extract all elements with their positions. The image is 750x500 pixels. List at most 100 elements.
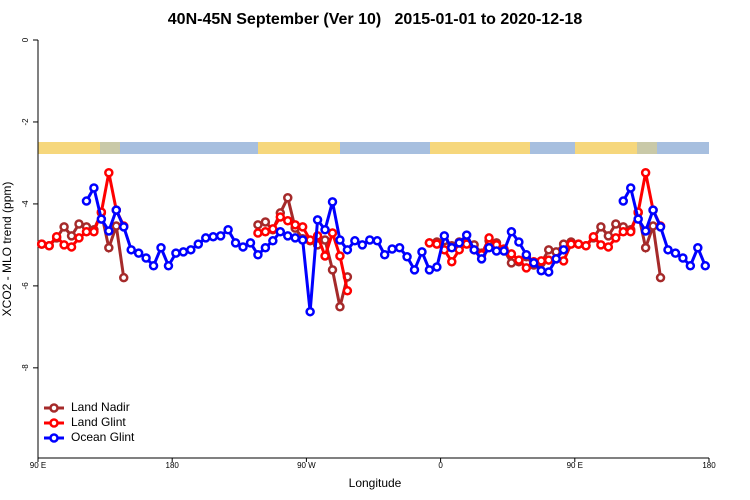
data-point (96, 214, 107, 224)
data-point (655, 272, 666, 283)
data-point (260, 227, 271, 237)
data-point (253, 249, 263, 260)
data-point (283, 215, 293, 226)
data-point (163, 261, 174, 271)
data-point (260, 217, 271, 227)
data-point (611, 233, 621, 243)
data-point (193, 239, 204, 249)
data-point (290, 220, 300, 230)
data-point (74, 233, 84, 243)
legend-label: Land Nadir (71, 400, 130, 414)
data-point (685, 261, 696, 271)
data-point (484, 243, 494, 253)
data-point (640, 243, 651, 253)
data-point (603, 242, 614, 252)
data-point (245, 238, 256, 248)
data-point (126, 245, 136, 255)
y-tick-label: -2 (21, 118, 30, 126)
data-point (186, 245, 196, 255)
data-point (320, 224, 330, 235)
x-tick-label: 90 E (30, 461, 46, 470)
data-point (89, 183, 99, 193)
data-point (238, 242, 248, 252)
data-point (81, 196, 92, 206)
data-point (268, 224, 278, 234)
legend-marker (49, 403, 59, 413)
data-point (543, 245, 554, 255)
data-point (506, 227, 517, 237)
data-point (432, 239, 442, 249)
data-point (327, 228, 338, 238)
data-point (409, 265, 420, 275)
data-point (700, 261, 711, 271)
data-point (611, 219, 621, 229)
data-point (74, 219, 84, 229)
data-point (461, 230, 472, 240)
legend-label: Land Glint (71, 415, 126, 429)
data-point (104, 243, 114, 253)
data-point (305, 235, 315, 245)
y-tick-label: -8 (21, 364, 30, 372)
data-point (118, 272, 129, 283)
data-point (320, 251, 330, 261)
data-point (201, 233, 211, 243)
data-point (663, 245, 673, 255)
data-point (536, 265, 546, 276)
data-point (394, 243, 405, 253)
data-point (320, 235, 330, 245)
data-point (141, 253, 151, 263)
chart-title: 40N-45N September (Ver 10) 2015-01-01 to… (168, 11, 583, 28)
data-point (476, 254, 487, 264)
data-point (387, 244, 397, 254)
legend-label: Ocean Glint (71, 430, 135, 444)
data-point (118, 222, 129, 232)
data-point (111, 221, 122, 231)
data-point (342, 286, 353, 296)
data-point (327, 265, 338, 275)
data-point (335, 251, 345, 261)
data-point (335, 302, 345, 312)
data-point (506, 258, 517, 268)
data-point (148, 261, 159, 271)
y-axis-title: XCO2 - MLO trend (ppm) (0, 182, 14, 317)
data-point (625, 183, 636, 193)
data-point (655, 222, 666, 232)
data-point (133, 248, 144, 258)
data-point (625, 227, 636, 237)
data-point (447, 256, 457, 267)
data-point (111, 205, 122, 215)
data-point (506, 249, 517, 259)
data-point (230, 238, 241, 248)
data-point (275, 227, 286, 237)
data-point (566, 239, 576, 249)
data-point (312, 215, 323, 225)
data-point (558, 245, 569, 255)
x-axis-title: Longitude (349, 476, 402, 490)
data-point (305, 306, 315, 317)
data-point (275, 212, 286, 222)
data-point (670, 248, 681, 258)
legend-marker (49, 433, 59, 443)
data-point (365, 235, 375, 245)
data-point (59, 222, 69, 232)
data-point (514, 237, 524, 247)
data-point (424, 265, 435, 275)
data-point (253, 220, 263, 230)
data-point (372, 236, 382, 246)
data-point (44, 240, 54, 251)
data-point (66, 231, 77, 241)
data-point (469, 245, 479, 255)
data-point (618, 196, 629, 206)
data-point (350, 236, 360, 246)
data-point (618, 227, 629, 237)
data-point (66, 242, 77, 252)
data-point (156, 243, 166, 253)
data-point (379, 249, 390, 260)
y-tick-label: -4 (21, 200, 30, 208)
data-point (514, 255, 524, 265)
data-point (357, 240, 368, 250)
data-point (640, 168, 651, 178)
data-point (104, 226, 114, 236)
